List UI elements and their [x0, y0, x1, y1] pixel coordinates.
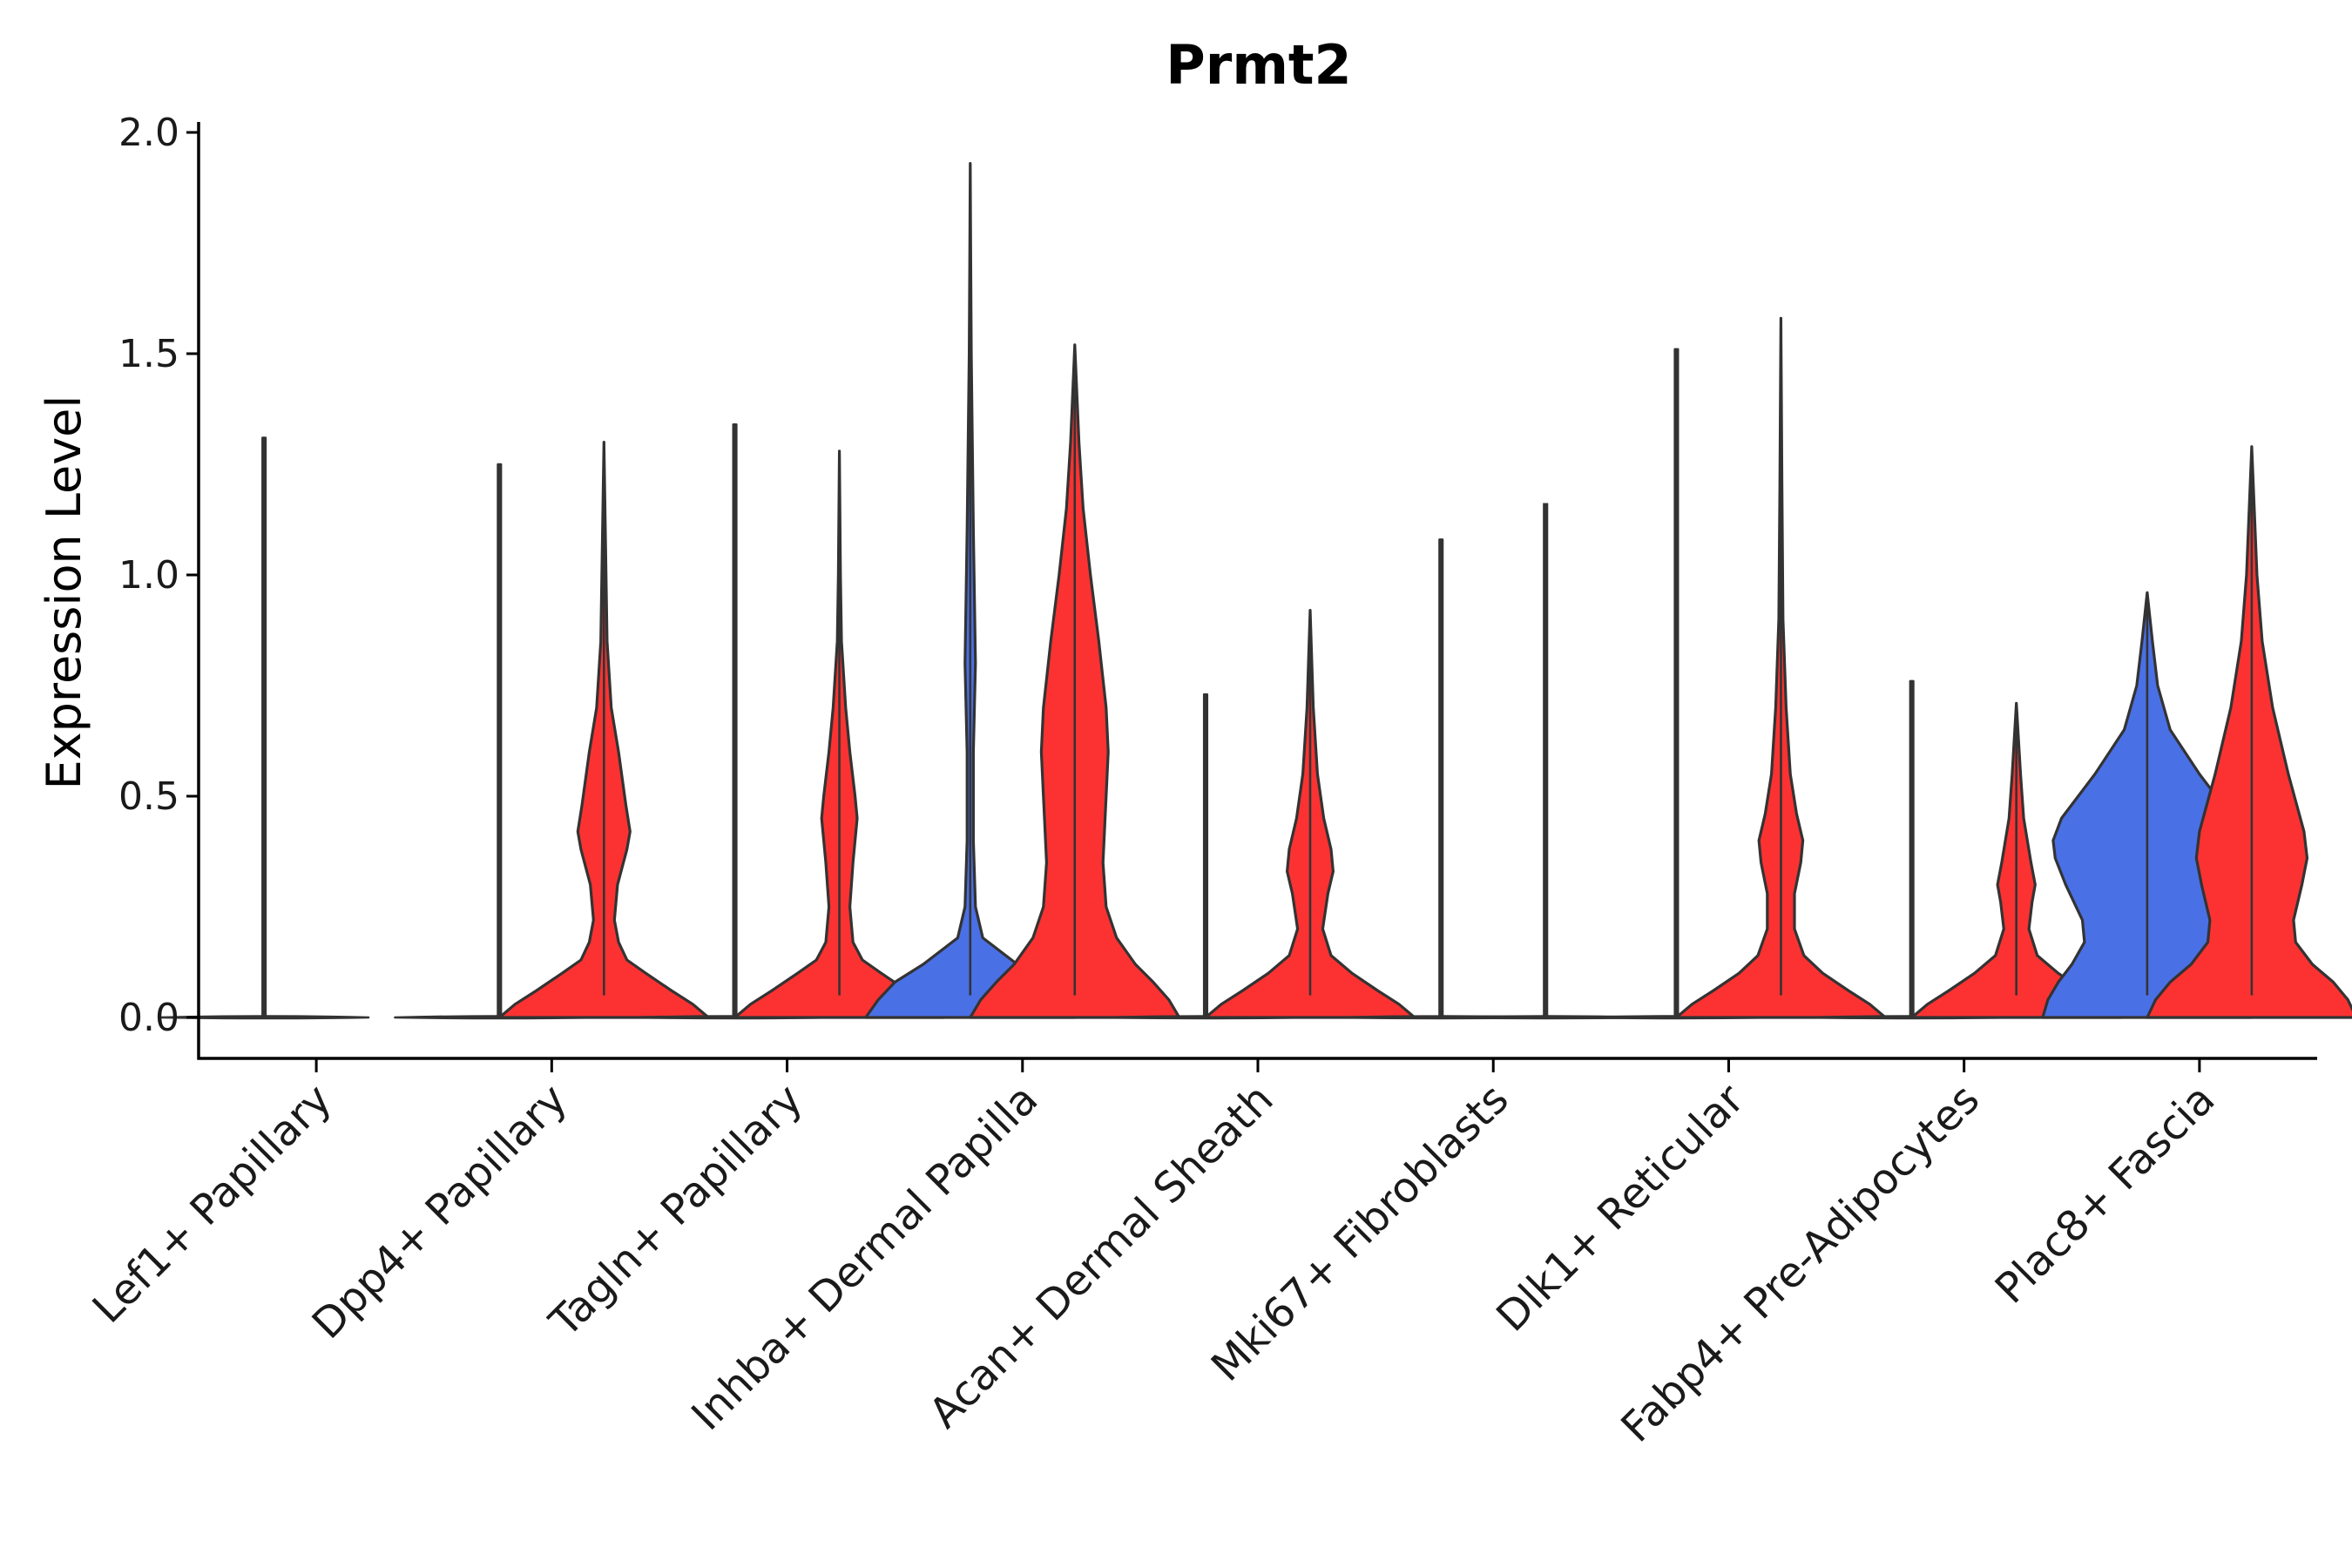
- violin-group1-7: [1571, 348, 1782, 1020]
- y-tick-label: 1.0: [118, 553, 179, 598]
- chart-title: Prmt2: [1166, 33, 1351, 97]
- violin-group-2: [394, 441, 710, 1020]
- violin-group2-6: [1441, 503, 1651, 1020]
- y-tick-label: 2.0: [118, 111, 179, 155]
- violin-group1-3: [629, 423, 841, 1020]
- y-tick-label: 0.5: [118, 774, 179, 819]
- x-tick-label: Lef1+ Papillary: [84, 1075, 341, 1333]
- violin-group-4: [864, 162, 1181, 1019]
- violin-group-8: [1806, 679, 2123, 1020]
- y-tick-label: 0.0: [118, 996, 179, 1040]
- x-tick-label: Dlk1+ Reticular: [1487, 1075, 1754, 1342]
- x-tick-label: Plac8+ Fascia: [1986, 1075, 2225, 1314]
- violin-group1-1: [158, 436, 370, 1020]
- y-axis-label: Expression Level: [37, 395, 91, 790]
- violins: [158, 162, 2352, 1020]
- violin-group-6: [1335, 503, 1651, 1020]
- violin-group-9: [2041, 445, 2352, 1019]
- x-tick-label: Tagln+ Papillary: [540, 1075, 812, 1347]
- violin-group1-6: [1335, 538, 1547, 1020]
- violin-group1-2: [394, 463, 605, 1020]
- violin-group-7: [1571, 316, 1887, 1020]
- y-tick-label: 1.5: [118, 332, 179, 376]
- violin-group-3: [629, 423, 946, 1020]
- x-tick-label: Dpp4+ Papillary: [303, 1075, 577, 1348]
- violin-group2-9: [2146, 445, 2352, 1019]
- violin-group-1: [158, 436, 370, 1020]
- violin-group-5: [1099, 609, 1416, 1020]
